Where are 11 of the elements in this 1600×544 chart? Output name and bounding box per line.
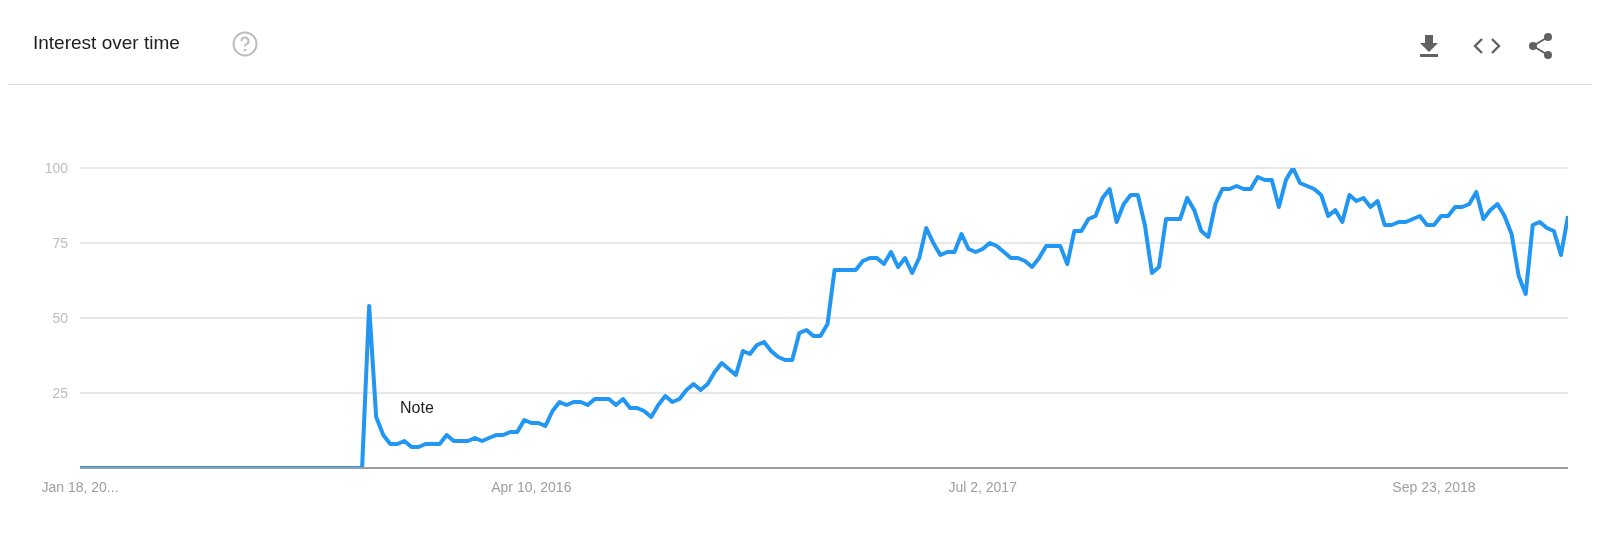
y-tick-label: 50 bbox=[52, 309, 69, 326]
x-tick-label: Jan 18, 20... bbox=[41, 478, 119, 495]
x-tick-label: Jul 2, 2017 bbox=[948, 478, 1018, 495]
line-series bbox=[80, 168, 1568, 468]
annotation: Note bbox=[400, 399, 434, 417]
chart-title: Interest over time bbox=[33, 32, 180, 54]
x-tick-label: Apr 10, 2016 bbox=[491, 478, 572, 495]
y-tick-label: 75 bbox=[52, 234, 69, 251]
y-tick-label: 100 bbox=[44, 159, 69, 176]
y-tick-label: 25 bbox=[52, 384, 69, 401]
x-tick-label: Sep 23, 2018 bbox=[1392, 478, 1476, 495]
